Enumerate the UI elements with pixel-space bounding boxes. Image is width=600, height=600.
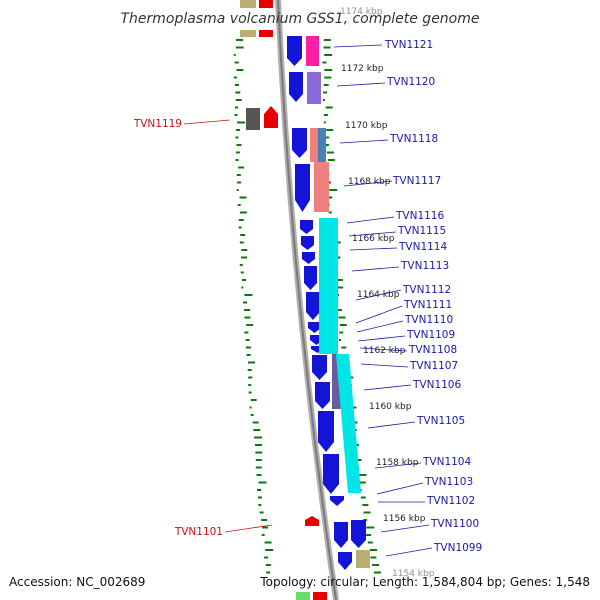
cds-arrow — [301, 236, 314, 250]
gene-label[interactable]: TVN1101 — [174, 526, 223, 538]
gene-label[interactable]: TVN1099 — [433, 542, 482, 554]
gene-label[interactable]: TVN1116 — [395, 210, 444, 222]
feature-block — [319, 218, 338, 354]
kbp-label: 1168 kbp — [348, 177, 391, 187]
gene-label[interactable]: TVN1104 — [422, 456, 471, 468]
cds-arrow — [306, 292, 320, 320]
feature-block — [332, 354, 342, 409]
gc-track-outer — [233, 39, 274, 574]
kbp-label: 1158 kbp — [376, 458, 419, 468]
gene-label[interactable]: TVN1103 — [424, 476, 473, 488]
kbp-label: 1162 kbp — [363, 346, 406, 356]
gene-label[interactable]: TVN1111 — [403, 299, 452, 311]
cds-arrow — [315, 382, 330, 409]
gene-label[interactable]: TVN1114 — [398, 241, 447, 253]
genome-title: Thermoplasma volcanium GSS1, complete ge… — [120, 11, 479, 27]
cds-arrow — [351, 520, 366, 548]
cds-arrow — [318, 411, 334, 452]
kbp-label: 1154 kbp — [392, 569, 435, 579]
cds-arrow — [304, 266, 317, 290]
gene-label[interactable]: TVN1105 — [416, 415, 465, 427]
gene-label[interactable]: TVN1106 — [412, 379, 461, 391]
kbp-label: 1156 kbp — [383, 514, 426, 524]
gene-label[interactable]: TVN1115 — [397, 225, 446, 237]
cds-arrow — [264, 106, 278, 128]
feature-block — [246, 108, 260, 130]
gene-label[interactable]: TVN1109 — [406, 329, 455, 341]
gene-labels-reverse: TVN1119 TVN1101 — [133, 118, 223, 538]
gene-labels-forward: TVN1121 TVN1120 TVN1118 TVN1117 TVN1116 … — [384, 39, 482, 554]
genome-backbone — [275, 0, 339, 600]
top-features — [240, 0, 273, 37]
cds-arrow — [289, 72, 303, 102]
reverse-cds-track — [246, 106, 319, 526]
kbp-label: 1172 kbp — [341, 64, 384, 74]
bottom-features — [296, 592, 327, 600]
feature-block — [306, 36, 319, 66]
accession-text: Accession: NC_002689 — [9, 575, 145, 589]
gene-label[interactable]: TVN1117 — [392, 175, 441, 187]
gene-label[interactable]: TVN1112 — [402, 284, 451, 296]
feature-block — [336, 354, 361, 493]
feature-block — [307, 72, 321, 104]
cds-arrow — [302, 252, 315, 264]
cds-arrow — [323, 454, 339, 494]
cds-arrow — [312, 355, 327, 380]
gene-label[interactable]: TVN1119 — [133, 118, 182, 130]
gene-label[interactable]: TVN1107 — [409, 360, 458, 372]
gene-label[interactable]: TVN1100 — [430, 518, 479, 530]
kbp-label: 1170 kbp — [345, 121, 388, 131]
gene-label[interactable]: TVN1121 — [384, 39, 433, 51]
gene-label[interactable]: TVN1108 — [408, 344, 457, 356]
gene-leaders-reverse — [183, 119, 273, 533]
feature-block — [356, 550, 370, 568]
gene-label[interactable]: TVN1110 — [404, 314, 453, 326]
kbp-label: 1174 kbp — [340, 7, 383, 17]
kbp-label: 1166 kbp — [352, 234, 395, 244]
cds-arrow — [295, 164, 310, 212]
gene-label[interactable]: TVN1118 — [389, 133, 438, 145]
cds-arrow — [308, 322, 321, 333]
cds-arrow — [300, 220, 313, 234]
cds-arrow — [292, 128, 307, 158]
forward-cds-track — [287, 36, 370, 570]
feature-block — [310, 128, 320, 162]
genome-summary-text: Topology: circular; Length: 1,584,804 bp… — [259, 575, 590, 589]
feature-block — [314, 162, 329, 212]
cds-arrow — [338, 552, 352, 570]
gene-leaders — [333, 44, 433, 557]
gene-label[interactable]: TVN1102 — [426, 495, 475, 507]
cds-arrow — [305, 516, 319, 526]
gene-label[interactable]: TVN1113 — [400, 260, 449, 272]
kbp-label: 1160 kbp — [369, 402, 412, 412]
gene-label[interactable]: TVN1120 — [386, 76, 435, 88]
cds-arrow — [287, 36, 302, 66]
cds-arrow — [334, 522, 348, 548]
cds-arrow — [330, 496, 344, 506]
feature-block — [318, 128, 326, 162]
